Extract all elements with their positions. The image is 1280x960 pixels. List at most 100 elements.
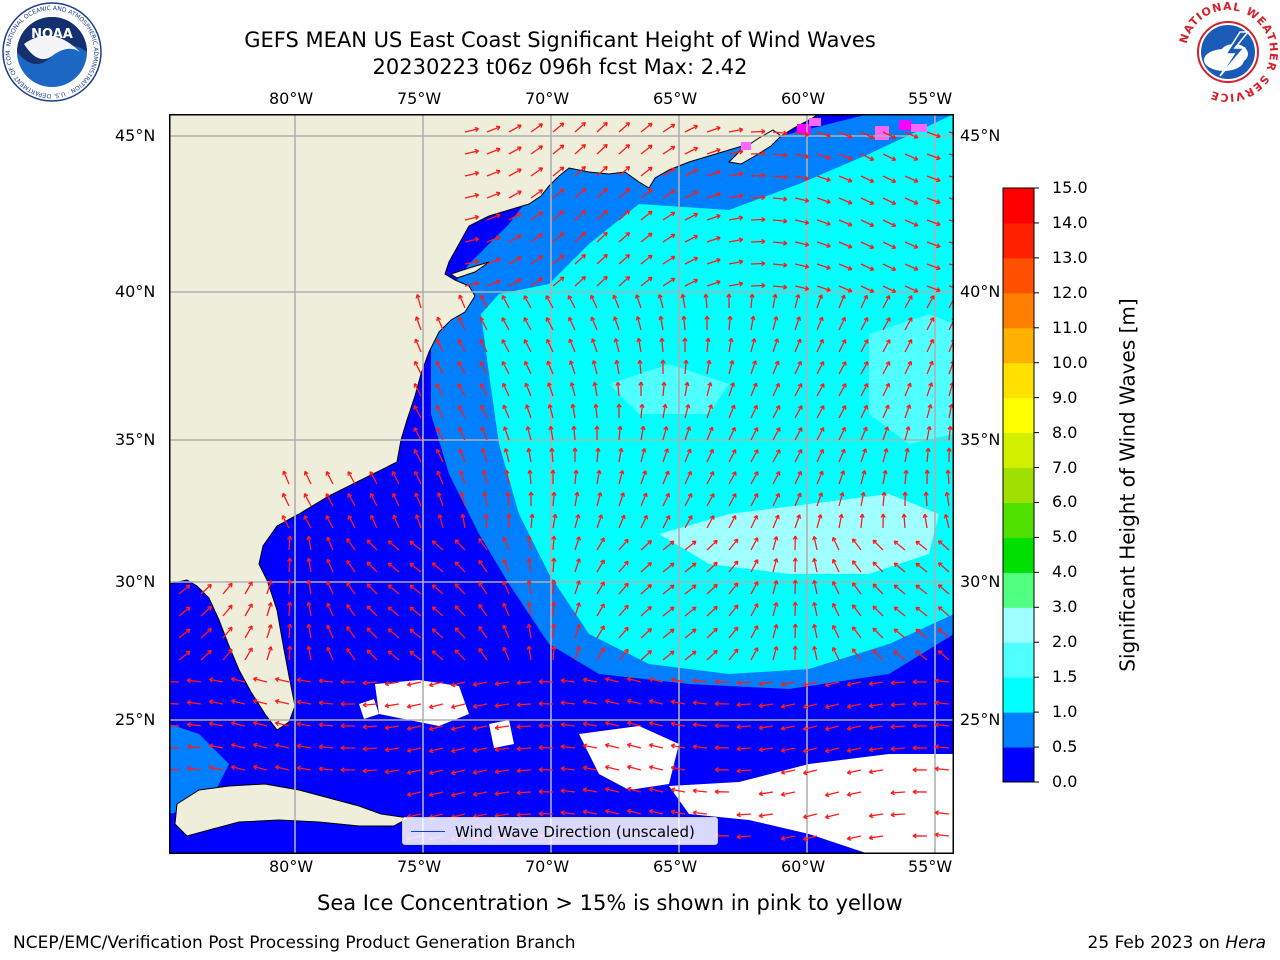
- wave-direction-arrow: [529, 513, 535, 529]
- wave-direction-arrow: [758, 725, 774, 731]
- wave-direction-arrow: [570, 403, 576, 419]
- wave-direction-arrow: [860, 448, 868, 463]
- wave-direction-arrow: [636, 337, 642, 353]
- wave-direction-arrow: [478, 603, 488, 617]
- wave-direction-arrow: [838, 513, 844, 529]
- wave-direction-arrow: [780, 681, 796, 687]
- wave-direction-arrow: [904, 153, 919, 161]
- wave-direction-arrow: [882, 219, 897, 228]
- wave-direction-arrow: [435, 448, 444, 463]
- wave-direction-arrow: [589, 294, 598, 309]
- wave-direction-arrow: [772, 492, 781, 507]
- wave-direction-arrow: [582, 721, 598, 727]
- wave-direction-arrow: [494, 702, 510, 709]
- wave-direction-arrow: [750, 382, 758, 397]
- wave-direction-arrow: [387, 540, 400, 551]
- wave-direction-arrow: [802, 835, 818, 842]
- lat-label-right-45n: 45°N: [960, 126, 1001, 145]
- wave-direction-arrow: [902, 491, 908, 507]
- wave-direction-arrow: [882, 197, 897, 206]
- wave-direction-arrow: [568, 338, 576, 353]
- wave-direction-arrow: [454, 539, 466, 551]
- lon-label-top-55w: 55°W: [908, 89, 953, 108]
- wave-direction-arrow: [435, 405, 444, 419]
- colorbar-segment: [1003, 222, 1034, 259]
- wave-direction-arrow: [816, 175, 831, 182]
- wave-direction-arrow: [882, 404, 890, 419]
- wave-direction-arrow: [596, 165, 608, 177]
- wave-direction-arrow: [937, 628, 950, 639]
- wave-direction-arrow: [772, 580, 779, 595]
- wave-direction-arrow: [266, 624, 273, 639]
- wave-direction-arrow: [230, 676, 246, 683]
- wave-direction-arrow: [893, 606, 906, 617]
- wave-direction-arrow: [437, 514, 444, 529]
- wave-direction-arrow: [736, 834, 752, 840]
- wave-direction-arrow: [574, 514, 581, 529]
- wave-direction-arrow: [868, 769, 884, 775]
- wave-direction-arrow: [479, 317, 488, 331]
- wave-direction-arrow: [750, 493, 759, 507]
- wave-direction-arrow: [186, 744, 202, 750]
- wave-direction-arrow: [523, 360, 532, 375]
- wave-direction-arrow: [648, 698, 664, 705]
- wave-direction-arrow: [860, 219, 875, 228]
- wave-direction-arrow: [926, 295, 935, 309]
- wave-direction-arrow: [366, 627, 378, 639]
- lat-label-left-45n: 45°N: [115, 126, 156, 145]
- wave-direction-arrow: [530, 167, 544, 177]
- wave-direction-arrow: [545, 317, 554, 331]
- wave-direction-arrow: [431, 540, 444, 551]
- wave-direction-arrow: [728, 538, 739, 551]
- wave-direction-arrow: [538, 789, 554, 795]
- colorbar-tick-label: 1.5: [1052, 667, 1078, 687]
- wave-direction-arrow: [943, 513, 950, 529]
- wave-direction-arrow: [684, 470, 693, 485]
- wave-direction-arrow: [802, 747, 818, 754]
- wave-direction-arrow: [662, 145, 676, 155]
- wave-direction-arrow: [366, 539, 378, 551]
- wave-direction-arrow: [780, 703, 796, 709]
- wave-direction-arrow: [526, 601, 532, 617]
- wave-direction-arrow: [750, 449, 759, 463]
- wave-direction-arrow: [523, 295, 532, 309]
- wave-direction-arrow: [706, 213, 721, 221]
- wave-direction-arrow: [750, 559, 759, 573]
- wave-direction-arrow: [772, 338, 780, 353]
- colorbar-tick-label: 14.0: [1052, 212, 1088, 232]
- wave-direction-arrow: [780, 769, 796, 775]
- wave-direction-arrow: [494, 746, 510, 753]
- wave-direction-arrow: [325, 471, 334, 485]
- wave-direction-arrow: [494, 680, 510, 687]
- wave-direction-arrow: [904, 263, 919, 271]
- wave-direction-arrow: [567, 316, 576, 331]
- wave-direction-arrow: [714, 679, 730, 685]
- colorbar-frame: [1002, 187, 1035, 783]
- wave-direction-arrow: [508, 278, 522, 287]
- wave-direction-arrow: [596, 559, 605, 573]
- wave-direction-arrow: [792, 535, 798, 551]
- wave-direction-arrow: [846, 791, 862, 797]
- footer-date: 25 Feb 2023 on Hera: [1088, 933, 1266, 953]
- wave-direction-arrow: [591, 360, 598, 375]
- wave-direction-arrow: [684, 124, 699, 133]
- wave-direction-arrow: [296, 743, 312, 749]
- wave-direction-arrow: [772, 449, 781, 463]
- graticule: [169, 114, 954, 854]
- wave-direction-arrow: [287, 557, 293, 573]
- wave-direction-arrow: [706, 382, 713, 397]
- wave-direction-arrow: [595, 447, 601, 463]
- wave-direction-arrow: [431, 628, 444, 639]
- wave-direction-arrow: [186, 700, 202, 706]
- wave-direction-arrow: [934, 810, 950, 816]
- wave-direction-arrow: [494, 768, 510, 775]
- colorbar-segment: [1003, 292, 1034, 329]
- wave-direction-arrow: [502, 404, 510, 419]
- wave-direction-arrow: [464, 148, 480, 155]
- wave-direction-arrow: [882, 295, 891, 309]
- wave-direction-arrow: [802, 681, 818, 688]
- wave-direction-arrow: [414, 338, 422, 353]
- wave-direction-arrow: [612, 294, 620, 309]
- wave-direction-arrow: [662, 540, 675, 551]
- wave-direction-arrow: [551, 601, 557, 617]
